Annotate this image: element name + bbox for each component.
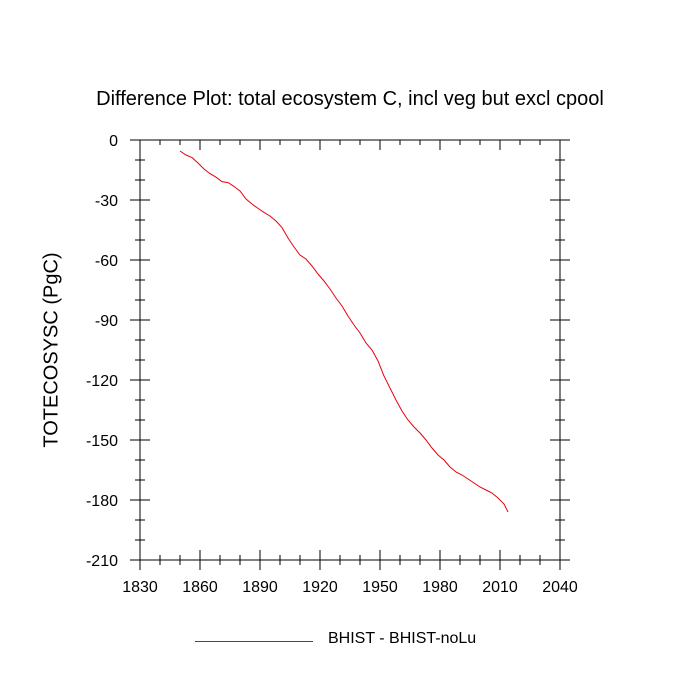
plot-frame [139, 139, 561, 561]
x-tick-label: 1950 [362, 579, 398, 596]
y-tick-label: -60 [95, 253, 118, 270]
legend-label: BHIST - BHIST-noLu [328, 630, 477, 647]
y-tick-label: -90 [95, 313, 118, 330]
series-layer [179, 150, 509, 513]
x-tick-label: 1920 [302, 579, 338, 596]
y-tick-label: -150 [86, 433, 118, 450]
y-tick-label: -30 [95, 193, 118, 210]
legend-line-swatch [195, 641, 313, 642]
x-tick-label: 1860 [182, 579, 218, 596]
x-tick-label: 2010 [482, 579, 518, 596]
y-tick-label: -210 [86, 553, 118, 570]
x-tick-label: 2040 [542, 579, 578, 596]
x-tick-label: 1830 [122, 579, 158, 596]
y-tick-label: -180 [86, 493, 118, 510]
y-tick-label: -120 [86, 373, 118, 390]
axis-ticks [130, 139, 570, 570]
axis-tick-labels: 1830 1860 1890 1920 1950 1980 2010 2040 0 -30 -60 -… [86, 133, 578, 596]
x-tick-label: 1890 [242, 579, 278, 596]
y-tick-label: 0 [109, 133, 118, 150]
series-line [179, 150, 509, 513]
x-tick-label: 1980 [422, 579, 458, 596]
chart-title: Difference Plot: total ecosystem C, incl… [96, 88, 604, 110]
